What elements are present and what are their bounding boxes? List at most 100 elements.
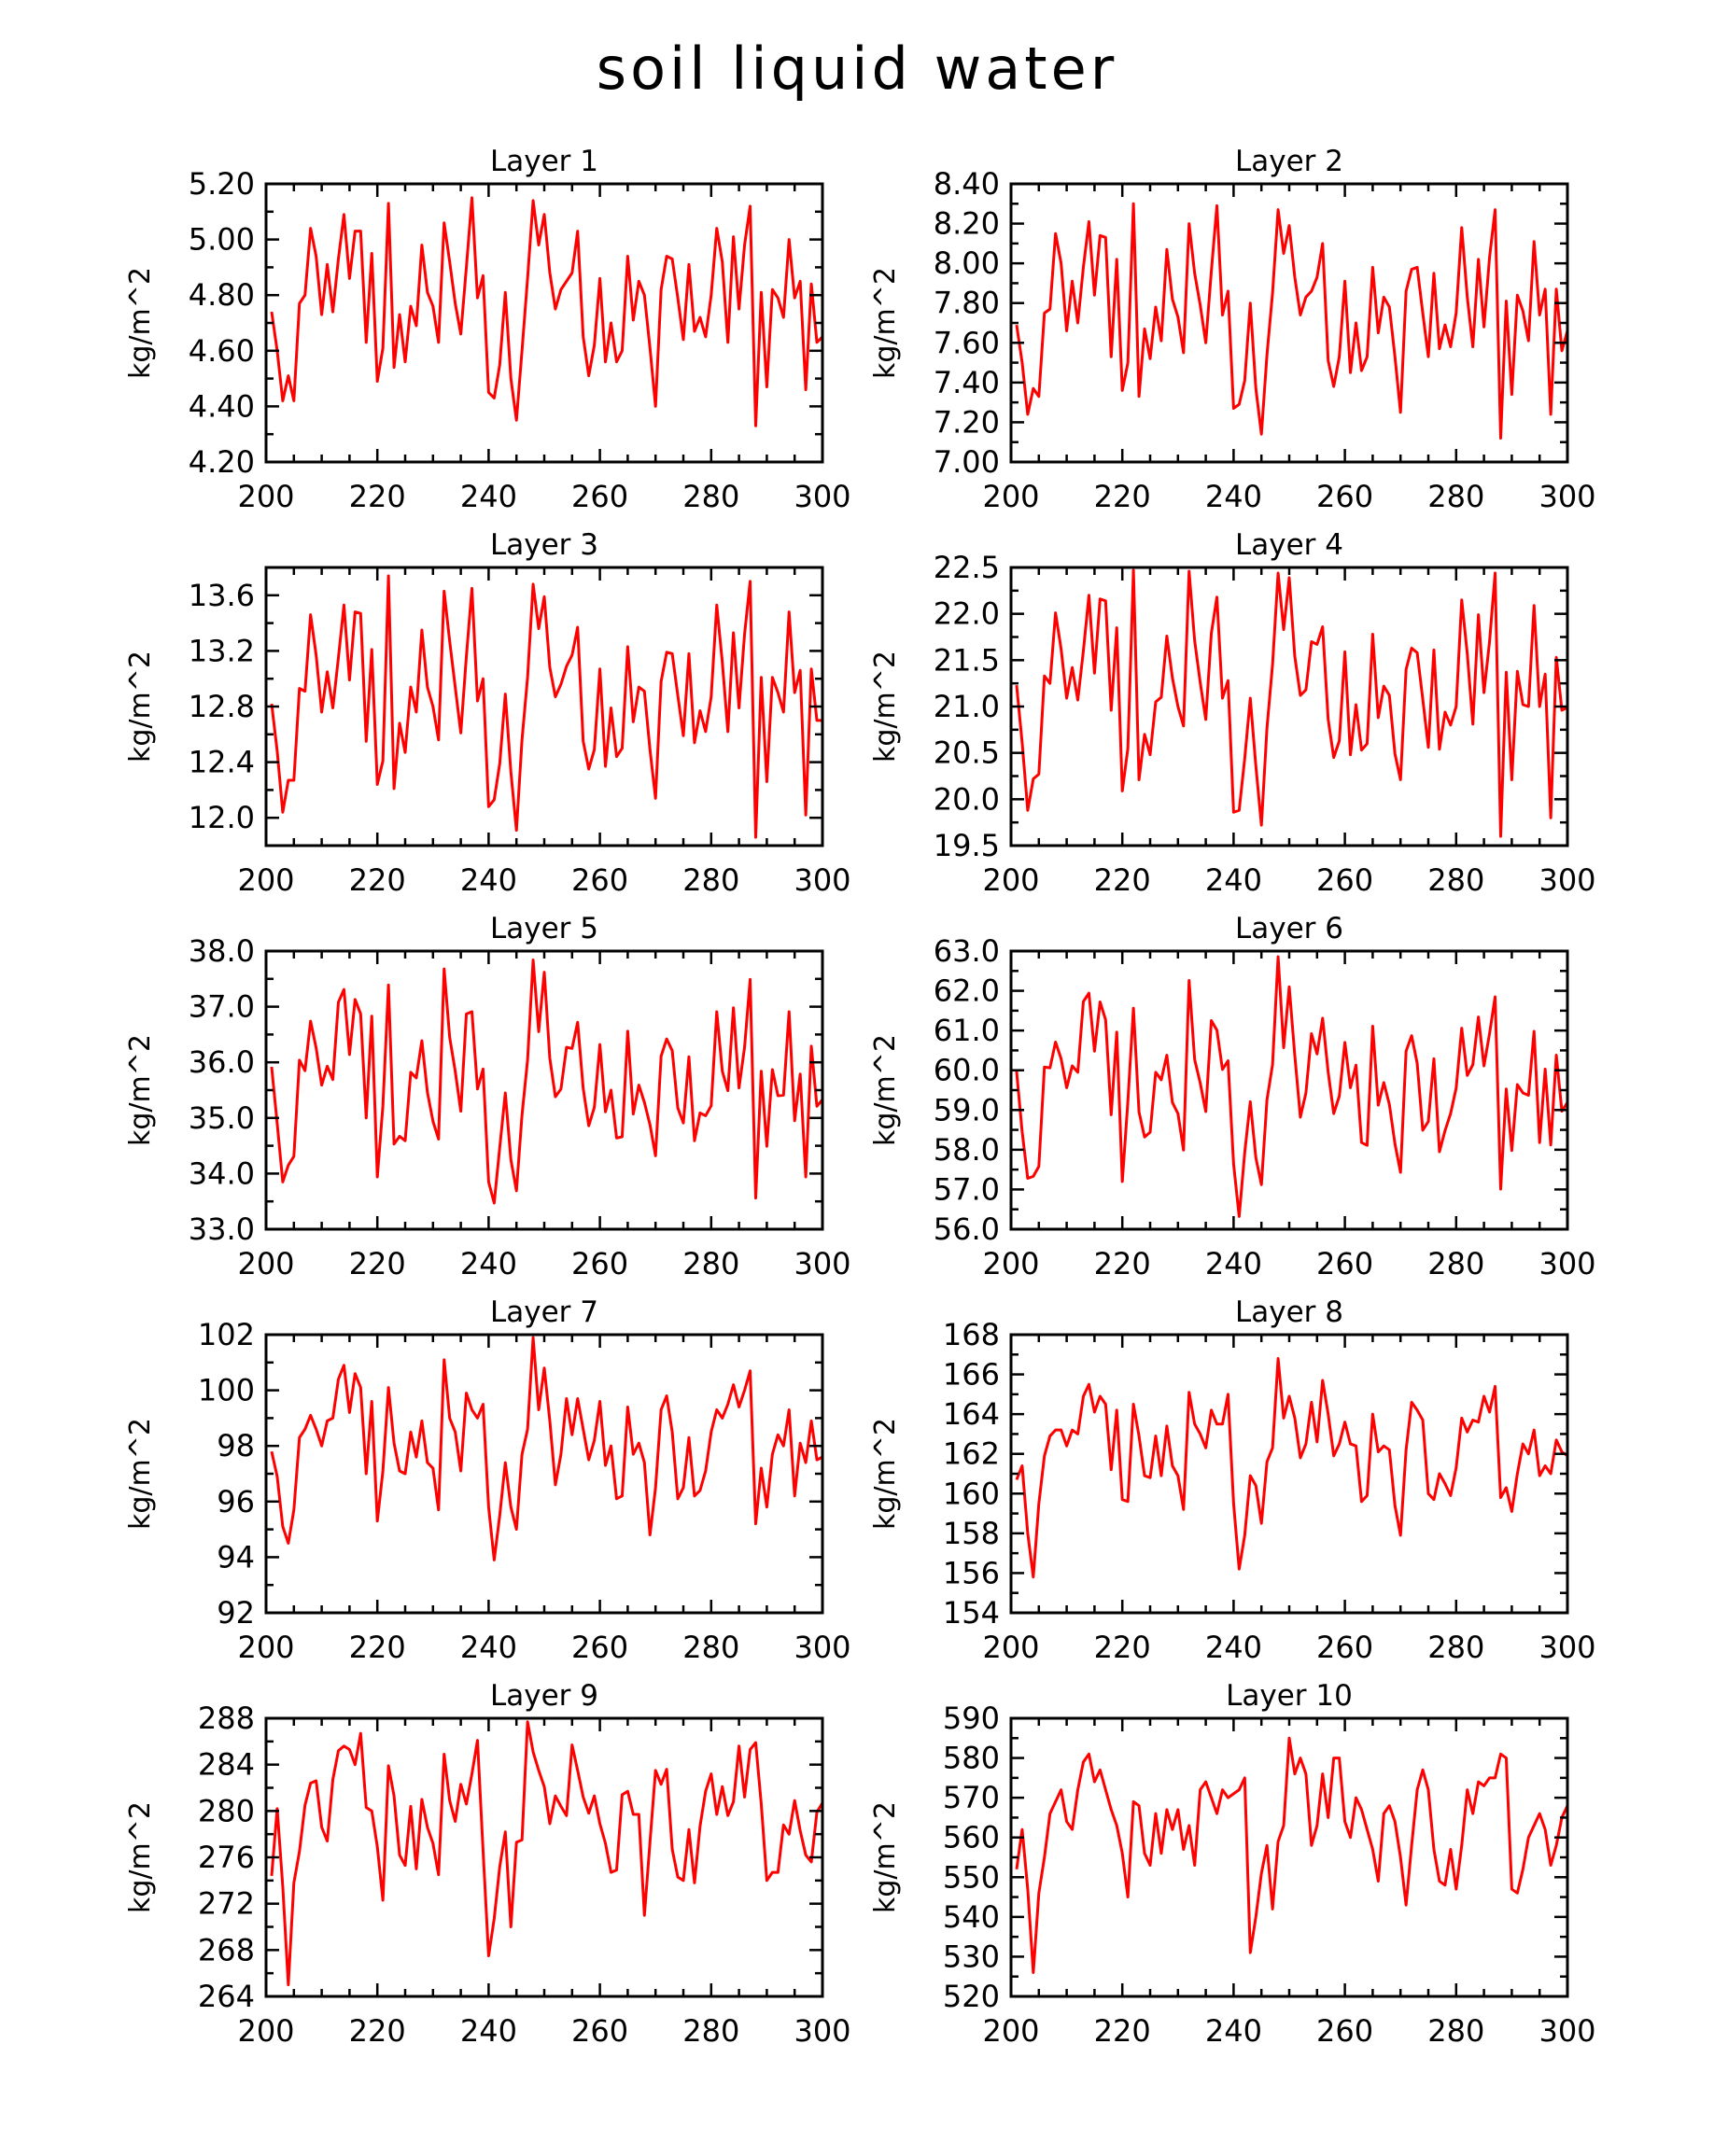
panel-title: Layer 8 (1235, 1295, 1343, 1329)
panel-title: Layer 3 (490, 528, 598, 562)
x-tick-label: 300 (1538, 2013, 1595, 2049)
panel-title: Layer 4 (1235, 528, 1343, 562)
panel-title: Layer 6 (1235, 912, 1343, 945)
panels: 200 220 240 260 280 300 4.20 4.40 4.60 4.80 5.00 5.… (124, 145, 1596, 2049)
x-tick-label: 200 (237, 1246, 294, 1281)
y-tick-label: 12.0 (189, 800, 255, 835)
y-tick-label: 7.60 (934, 325, 1000, 360)
series-line (270, 1336, 823, 1561)
y-tick-label: 35.0 (189, 1100, 255, 1136)
y-tick-label: 33.0 (189, 1211, 255, 1247)
y-tick-label: 154 (943, 1595, 1000, 1631)
y-tick-label: 98 (217, 1428, 255, 1463)
x-tick-label: 220 (1094, 2013, 1151, 2049)
y-tick-label: 38.0 (189, 933, 255, 969)
y-tick-label: 37.0 (189, 989, 255, 1025)
y-axis-label: kg/m^2 (124, 267, 157, 379)
x-tick-label: 200 (237, 2013, 294, 2049)
series-line (1015, 955, 1569, 1218)
y-tick-label: 7.40 (934, 365, 1000, 400)
x-tick-label: 240 (460, 1246, 517, 1281)
y-tick-label: 22.5 (934, 550, 1000, 585)
x-tick-label: 260 (1316, 479, 1373, 514)
y-tick-label: 102 (198, 1317, 255, 1352)
x-tick-label: 200 (982, 1630, 1039, 1665)
y-tick-label: 5.00 (189, 222, 255, 258)
plot-frame (1009, 566, 1569, 847)
x-tick-label: 220 (1094, 1246, 1151, 1281)
y-tick-label: 13.6 (189, 578, 255, 613)
x-tick-label: 280 (682, 479, 739, 514)
x-tick-label: 300 (1538, 862, 1595, 898)
x-tick-label: 300 (794, 2013, 850, 2049)
y-axis-label: kg/m^2 (869, 651, 902, 763)
y-tick-label: 268 (198, 1932, 255, 1967)
y-tick-label: 166 (943, 1357, 1000, 1393)
x-tick-label: 300 (1538, 479, 1595, 514)
y-tick-label: 540 (943, 1899, 1000, 1935)
x-tick-label: 220 (349, 1630, 406, 1665)
series-line (270, 959, 824, 1205)
series-line (1015, 202, 1569, 440)
y-tick-label: 8.40 (934, 166, 1000, 202)
y-tick-label: 280 (198, 1793, 255, 1828)
x-tick-label: 260 (571, 1630, 628, 1665)
y-tick-label: 34.0 (189, 1155, 255, 1191)
panel-2: 200 220 240 260 280 300 7.00 7.20 7.40 7.60 7.80 8.… (869, 145, 1596, 514)
y-tick-label: 59.0 (934, 1092, 1000, 1127)
y-tick-label: 20.5 (934, 735, 1000, 771)
y-axis-label: kg/m^2 (869, 1034, 902, 1146)
x-tick-label: 200 (982, 1246, 1039, 1281)
y-tick-label: 60.0 (934, 1053, 1000, 1088)
y-tick-label: 590 (943, 1701, 1000, 1736)
x-tick-label: 300 (794, 1246, 850, 1281)
panel-title: Layer 1 (490, 145, 598, 178)
y-tick-label: 57.0 (934, 1171, 1000, 1207)
x-tick-label: 240 (1205, 479, 1262, 514)
x-tick-label: 260 (571, 1246, 628, 1281)
x-tick-label: 280 (1427, 479, 1484, 514)
series-line (1015, 1736, 1569, 1974)
y-tick-label: 276 (198, 1840, 255, 1875)
x-tick-label: 240 (1205, 862, 1262, 898)
x-tick-label: 240 (460, 862, 517, 898)
x-tick-label: 220 (349, 1246, 406, 1281)
y-axis-label: kg/m^2 (124, 1034, 157, 1146)
x-tick-label: 220 (349, 862, 406, 898)
y-tick-label: 5.20 (189, 166, 255, 202)
y-tick-label: 92 (217, 1595, 255, 1631)
panel-1: 200 220 240 260 280 300 4.20 4.40 4.60 4.80 5.00 5.… (124, 145, 851, 514)
y-tick-label: 12.4 (189, 745, 255, 780)
x-tick-label: 280 (1427, 862, 1484, 898)
x-tick-label: 240 (1205, 1246, 1262, 1281)
series-line (270, 1720, 824, 1987)
x-tick-label: 260 (1316, 1630, 1373, 1665)
y-tick-label: 7.20 (934, 404, 1000, 440)
y-tick-label: 8.00 (934, 245, 1000, 281)
x-tick-label: 260 (571, 479, 628, 514)
y-tick-label: 62.0 (934, 973, 1000, 1009)
y-tick-label: 94 (217, 1539, 255, 1575)
x-tick-label: 280 (1427, 2013, 1484, 2049)
y-tick-label: 560 (943, 1820, 1000, 1855)
x-tick-label: 220 (1094, 1630, 1151, 1665)
y-tick-label: 96 (217, 1484, 255, 1519)
y-tick-label: 58.0 (934, 1132, 1000, 1168)
y-tick-label: 36.0 (189, 1044, 255, 1080)
y-tick-label: 288 (198, 1701, 255, 1736)
series-line (1015, 568, 1568, 838)
x-tick-label: 260 (1316, 1246, 1373, 1281)
y-tick-label: 160 (943, 1476, 1000, 1511)
panel-7: 200 220 240 260 280 300 92 94 96 98 100 102 Layer 7 k… (124, 1295, 851, 1665)
x-tick-label: 300 (1538, 1630, 1595, 1665)
x-tick-label: 200 (237, 1630, 294, 1665)
x-tick-label: 220 (1094, 479, 1151, 514)
y-tick-label: 8.20 (934, 206, 1000, 242)
y-tick-label: 168 (943, 1317, 1000, 1352)
y-tick-label: 13.2 (189, 633, 255, 668)
y-tick-label: 284 (198, 1747, 255, 1783)
y-tick-label: 56.0 (934, 1211, 1000, 1247)
x-tick-label: 280 (682, 1246, 739, 1281)
y-tick-label: 272 (198, 1886, 255, 1922)
